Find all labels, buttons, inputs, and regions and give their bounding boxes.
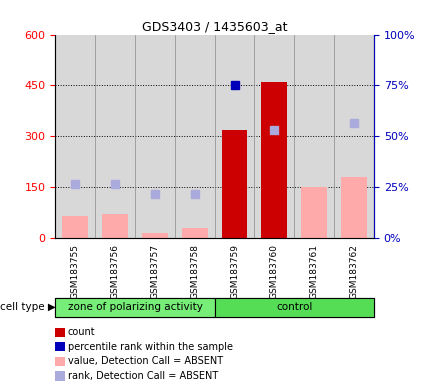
Bar <box>62 216 88 238</box>
Text: zone of polarizing activity: zone of polarizing activity <box>68 302 202 312</box>
Bar <box>301 187 327 238</box>
Bar <box>55 35 95 238</box>
Bar <box>175 35 215 238</box>
Bar <box>294 35 334 238</box>
Bar <box>215 35 255 238</box>
Bar <box>221 129 247 238</box>
Bar <box>182 228 208 238</box>
Text: cell type ▶: cell type ▶ <box>0 302 56 312</box>
Text: control: control <box>276 302 312 312</box>
Bar <box>102 214 128 238</box>
Bar <box>341 177 367 238</box>
Bar <box>95 35 135 238</box>
Text: percentile rank within the sample: percentile rank within the sample <box>68 342 233 352</box>
Text: value, Detection Call = ABSENT: value, Detection Call = ABSENT <box>68 356 223 366</box>
Text: count: count <box>68 327 96 337</box>
Bar <box>255 35 294 238</box>
Text: rank, Detection Call = ABSENT: rank, Detection Call = ABSENT <box>68 371 218 381</box>
Title: GDS3403 / 1435603_at: GDS3403 / 1435603_at <box>142 20 287 33</box>
Bar <box>261 82 287 238</box>
Bar <box>135 35 175 238</box>
Bar <box>334 35 374 238</box>
Bar <box>142 233 168 238</box>
